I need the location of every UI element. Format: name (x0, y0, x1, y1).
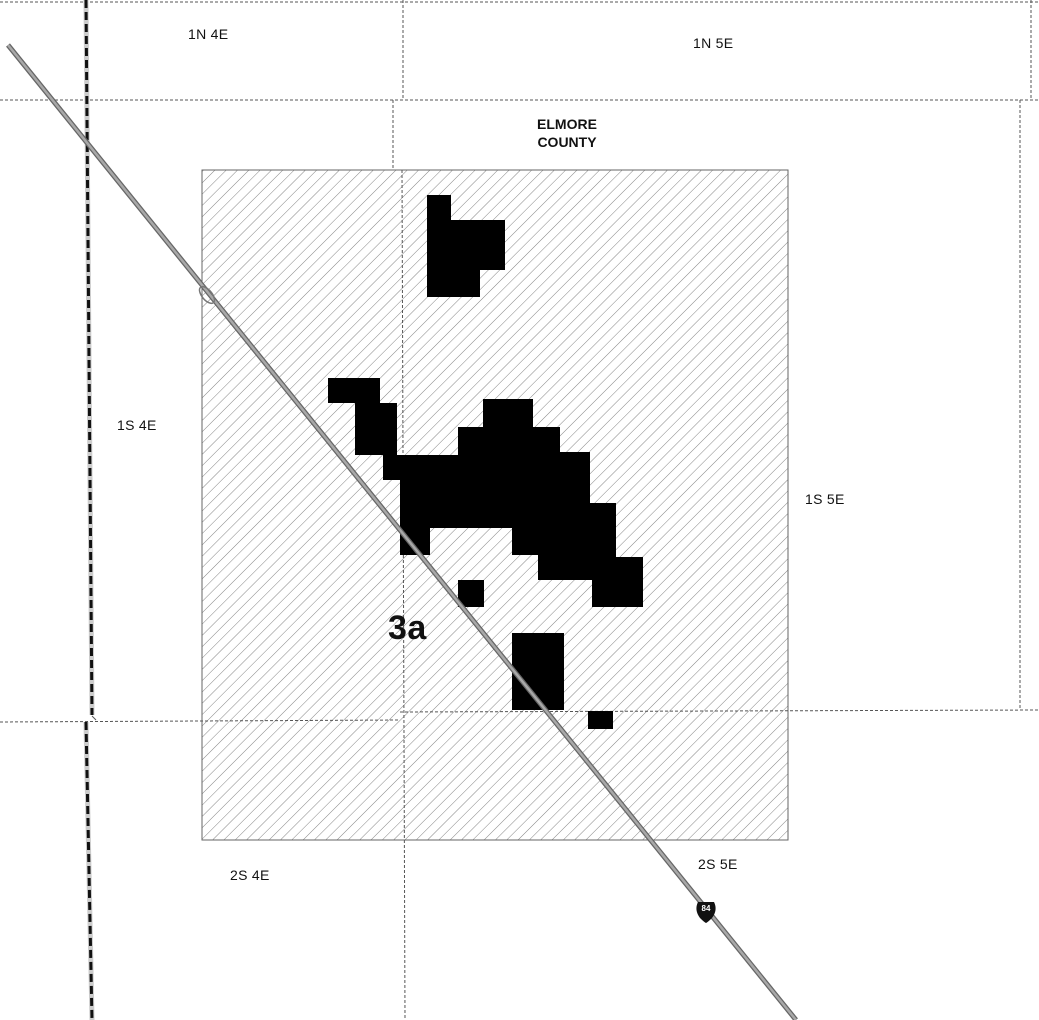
interstate-shield-number: 84 (701, 904, 711, 913)
township-label-2s-5e: 2S 5E (698, 856, 738, 872)
township-label-1s-4e: 1S 4E (117, 417, 157, 433)
county-label-line2: COUNTY (537, 133, 597, 150)
county-label: ELMORE COUNTY (522, 116, 612, 151)
interstate-84-road (6, 43, 798, 1020)
parcel-north (427, 195, 505, 297)
parcel-southeast (588, 711, 613, 729)
township-label-1n-4e: 1N 4E (188, 26, 229, 42)
parcel-central (328, 378, 643, 607)
interchange-marker (198, 285, 216, 305)
county-label-line1: ELMORE (537, 116, 597, 132)
township-label-2s-4e: 2S 4E (230, 867, 270, 883)
county-boundary (83, 0, 97, 1020)
township-label-1s-5e: 1S 5E (805, 491, 845, 507)
township-label-1n-5e: 1N 5E (693, 35, 734, 51)
solid-parcels (328, 195, 643, 729)
area-label: 3a (388, 609, 427, 647)
interstate-shield-icon (696, 902, 716, 923)
parcel-small (458, 580, 484, 607)
